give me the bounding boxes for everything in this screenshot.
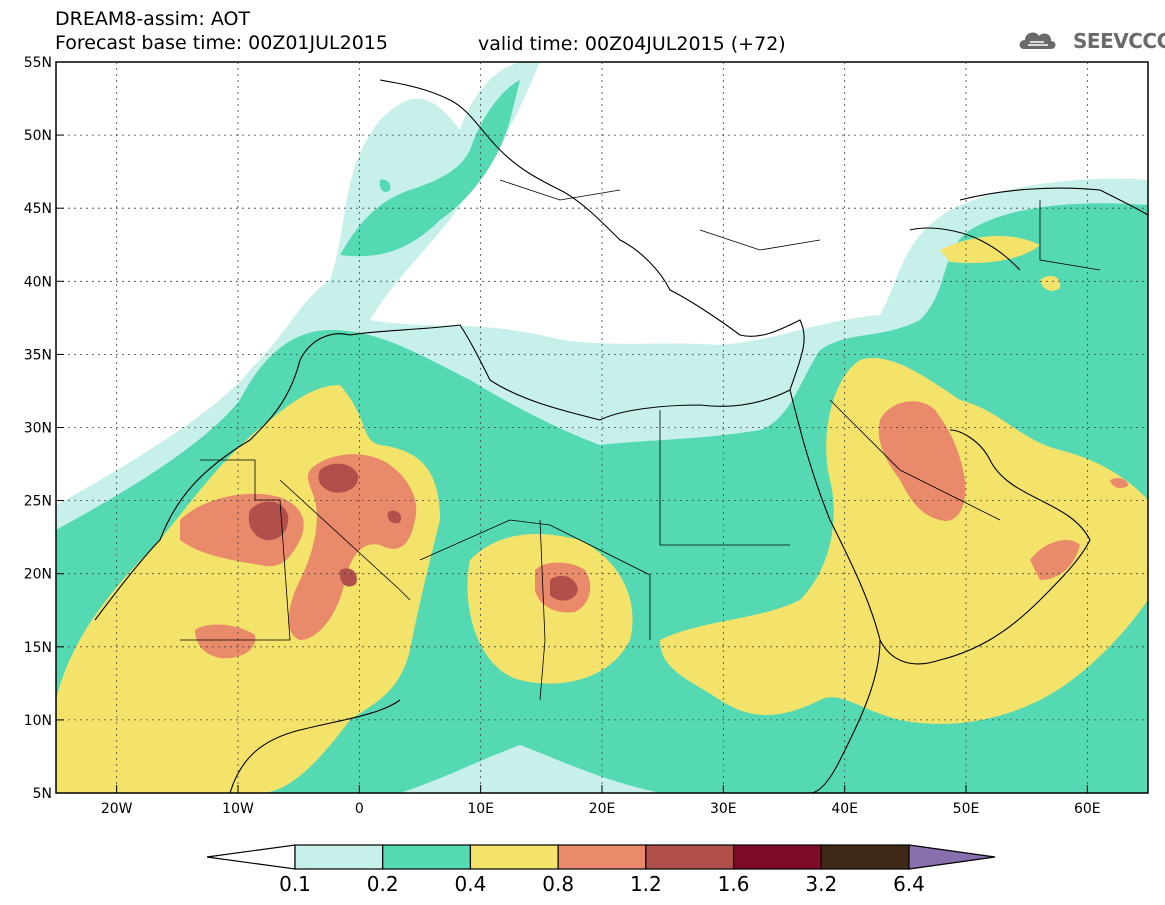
lat-label: 25N (24, 494, 52, 510)
lat-label: 55N (24, 55, 52, 71)
lat-label: 10N (24, 713, 52, 729)
colorbar-label: 1.6 (717, 872, 750, 896)
lat-label: 5N (33, 786, 52, 802)
valid-time: valid time: 00Z04JUL2015 (+72) (478, 33, 786, 55)
aot-band-1.2 (248, 463, 578, 601)
colorbar-label: 1.2 (629, 872, 662, 896)
country-borders (180, 179, 1101, 701)
colorbar-label: 0.8 (542, 872, 575, 896)
lat-label: 15N (24, 640, 52, 656)
colorbar-cell (820, 844, 910, 870)
coastlines (94, 79, 1148, 793)
colorbar-cell (469, 844, 559, 870)
colorbar-label: 6.4 (893, 872, 925, 896)
lat-label: 30N (24, 421, 52, 437)
lon-label: 20E (589, 801, 616, 817)
colorbar-label: 3.2 (805, 872, 838, 896)
colorbar-cell (732, 844, 822, 870)
lon-label: 60E (1074, 801, 1101, 817)
graticule (56, 62, 1148, 793)
colorbar-label: 0.4 (454, 872, 487, 896)
colorbar-cell (382, 844, 472, 870)
forecast-base-time: Forecast base time: 00Z01JUL2015 (55, 32, 388, 54)
lon-label: 10W (222, 801, 254, 817)
colorbar-over-arrow (908, 844, 996, 870)
colorbar-cell (557, 844, 647, 870)
colorbar-label: 0.1 (279, 872, 311, 896)
colorbar-cell (294, 844, 384, 870)
colorbar-label: 0.2 (366, 872, 399, 896)
axis-ticks: 55N 50N 45N 40N 35N 30N 25N 20N 15N 10N 5N 20W 10W 0 1… (24, 55, 1101, 817)
map-title: DREAM8-assim: AOT (55, 8, 251, 30)
logo-text: SEEVCCC (1073, 29, 1165, 53)
lat-label: 45N (24, 201, 52, 217)
lat-label: 35N (24, 347, 52, 363)
lon-label: 10E (467, 801, 494, 817)
lon-label: 20W (101, 801, 133, 817)
lon-label: 50E (953, 801, 980, 817)
lon-label: 0 (355, 801, 364, 817)
cloud-icon (1019, 32, 1056, 49)
lat-label: 20N (24, 567, 52, 583)
colorbar-under-arrow (206, 844, 296, 870)
colorbar (206, 844, 996, 870)
lon-label: 40E (831, 801, 858, 817)
lat-label: 40N (24, 274, 52, 290)
colorbar-cell (645, 844, 735, 870)
lon-label: 30E (710, 801, 737, 817)
lat-label: 50N (24, 128, 52, 144)
